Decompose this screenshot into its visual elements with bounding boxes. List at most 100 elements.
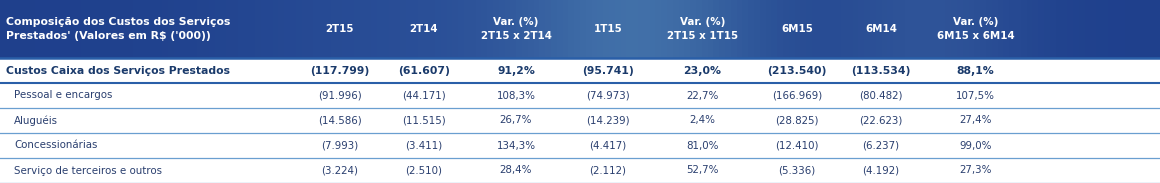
Bar (609, 0, 615, 58)
Bar (1137, 0, 1143, 58)
Bar (273, 0, 278, 58)
Bar (1143, 0, 1148, 58)
Bar (1061, 0, 1067, 58)
Bar (180, 0, 186, 58)
Bar (586, 0, 592, 58)
Bar (203, 0, 209, 58)
Bar (690, 0, 696, 58)
Bar (615, 0, 621, 58)
Bar (87, 0, 93, 58)
Text: (4.192): (4.192) (862, 165, 899, 175)
Text: (3.411): (3.411) (405, 141, 443, 150)
Bar (0, 83, 1160, 108)
Bar (766, 0, 771, 58)
Bar (470, 0, 476, 58)
Bar (0, 58, 1160, 83)
Bar (719, 0, 725, 58)
Bar (708, 0, 713, 58)
Bar (336, 0, 342, 58)
Bar (145, 0, 151, 58)
Bar (139, 0, 145, 58)
Bar (319, 0, 325, 58)
Bar (1027, 0, 1032, 58)
Text: (14.239): (14.239) (586, 115, 630, 126)
Bar (771, 0, 777, 58)
Bar (1119, 0, 1125, 58)
Text: Composição dos Custos dos Serviços
Prestados' (Valores em R$ ('000)): Composição dos Custos dos Serviços Prest… (6, 17, 231, 41)
Bar (1021, 0, 1027, 58)
Bar (806, 0, 812, 58)
Bar (638, 0, 644, 58)
Bar (23, 0, 29, 58)
Text: 99,0%: 99,0% (959, 141, 992, 150)
Text: 23,0%: 23,0% (683, 66, 722, 76)
Bar (754, 0, 760, 58)
Bar (499, 0, 505, 58)
Text: (113.534): (113.534) (851, 66, 911, 76)
Text: 27,3%: 27,3% (959, 165, 992, 175)
Bar (905, 0, 911, 58)
Bar (6, 0, 12, 58)
Bar (278, 0, 284, 58)
Text: 108,3%: 108,3% (496, 91, 536, 100)
Bar (632, 0, 638, 58)
Bar (760, 0, 766, 58)
Bar (447, 0, 452, 58)
Bar (458, 0, 464, 58)
Bar (505, 0, 510, 58)
Bar (151, 0, 157, 58)
Bar (122, 0, 128, 58)
Text: Custos Caixa dos Serviços Prestados: Custos Caixa dos Serviços Prestados (6, 66, 230, 76)
Bar (667, 0, 673, 58)
Bar (887, 0, 893, 58)
Bar (1009, 0, 1015, 58)
Bar (661, 0, 667, 58)
Bar (267, 0, 273, 58)
Text: 91,2%: 91,2% (498, 66, 535, 76)
Bar (215, 0, 220, 58)
Bar (64, 0, 70, 58)
Bar (621, 0, 626, 58)
Bar (412, 0, 418, 58)
Bar (922, 0, 928, 58)
Bar (157, 0, 162, 58)
Bar (406, 0, 412, 58)
Text: (3.224): (3.224) (321, 165, 358, 175)
Bar (748, 0, 754, 58)
Text: (22.623): (22.623) (860, 115, 902, 126)
Bar (980, 0, 986, 58)
Bar (858, 0, 864, 58)
Bar (516, 0, 522, 58)
Bar (1044, 0, 1050, 58)
Text: Concessionárias: Concessionárias (14, 141, 97, 150)
Bar (789, 0, 795, 58)
Bar (998, 0, 1003, 58)
Bar (969, 0, 974, 58)
Bar (116, 0, 122, 58)
Bar (1050, 0, 1056, 58)
Bar (394, 0, 400, 58)
Bar (1032, 0, 1038, 58)
Bar (1154, 0, 1160, 58)
Text: (2.112): (2.112) (589, 165, 626, 175)
Text: (7.993): (7.993) (321, 141, 358, 150)
Bar (644, 0, 650, 58)
Bar (777, 0, 783, 58)
Text: 26,7%: 26,7% (500, 115, 532, 126)
Bar (974, 0, 980, 58)
Bar (162, 0, 168, 58)
Bar (313, 0, 319, 58)
Bar (626, 0, 632, 58)
Bar (882, 0, 887, 58)
Bar (377, 0, 383, 58)
Bar (1114, 0, 1119, 58)
Bar (325, 0, 331, 58)
Bar (331, 0, 336, 58)
Bar (673, 0, 679, 58)
Bar (945, 0, 951, 58)
Bar (46, 0, 52, 58)
Text: (74.973): (74.973) (586, 91, 630, 100)
Bar (400, 0, 406, 58)
Bar (940, 0, 945, 58)
Bar (0, 108, 1160, 133)
